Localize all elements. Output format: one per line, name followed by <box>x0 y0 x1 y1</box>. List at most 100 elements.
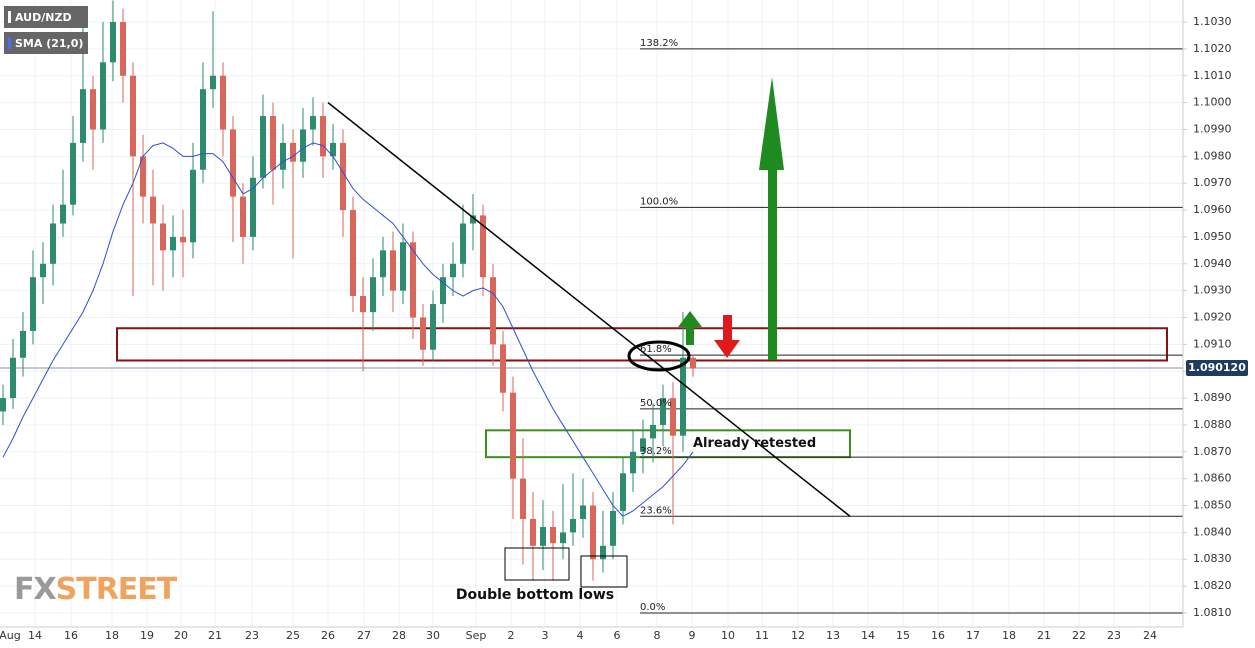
x-tick-label: 4 <box>577 629 584 642</box>
x-tick-label: 26 <box>321 629 335 642</box>
candle-body <box>120 22 126 76</box>
x-tick-label: 21 <box>208 629 222 642</box>
price-label-box <box>1186 359 1248 376</box>
candle-body <box>70 142 76 205</box>
circle-highlight <box>627 340 691 372</box>
candle-body <box>620 473 626 511</box>
watermark-part: STREET <box>56 572 178 607</box>
candle-body <box>100 62 106 130</box>
candle-body <box>190 169 196 243</box>
candle-body <box>290 142 296 162</box>
y-tick-label: 1.0860 <box>1193 472 1232 485</box>
candle-body <box>570 518 576 533</box>
candle-body <box>470 215 476 224</box>
y-tick-label: 1.0810 <box>1193 606 1232 619</box>
x-tick-label: 22 <box>1072 629 1086 642</box>
y-tick-label: 1.0920 <box>1193 311 1232 324</box>
x-tick-label: 24 <box>1143 629 1157 642</box>
candle-body <box>530 518 536 546</box>
candle-body <box>360 296 366 313</box>
y-tick-label: 1.0880 <box>1193 418 1232 431</box>
x-tick-label: 25 <box>286 629 300 642</box>
candle-body <box>80 89 86 143</box>
marks <box>0 0 1183 614</box>
candle-body <box>370 277 376 313</box>
candle-body <box>90 89 96 130</box>
y-tick-label: 1.0890 <box>1193 391 1232 404</box>
grid <box>0 0 1183 627</box>
x-tick-label: 17 <box>966 629 980 642</box>
y-tick-label: 1.0870 <box>1193 445 1232 458</box>
candle-body <box>500 344 506 393</box>
candle-body <box>400 242 406 291</box>
up-arrow <box>759 77 784 360</box>
y-tick-label: 1.1020 <box>1193 42 1232 55</box>
x-tick-label: 11 <box>755 629 769 642</box>
fib-label: 61.8% <box>640 344 672 355</box>
y-tick-label: 1.0850 <box>1193 499 1232 512</box>
candle-body <box>580 505 586 519</box>
fib-label: 0.0% <box>640 602 665 613</box>
x-tick-label: 30 <box>426 629 440 642</box>
candle-body <box>50 223 56 264</box>
candle-body <box>670 398 676 436</box>
candle-body <box>160 223 166 251</box>
x-tick-label: 23 <box>1107 629 1121 642</box>
candle-body <box>230 129 236 197</box>
y-tick-label: 1.0930 <box>1193 284 1232 297</box>
candle-body <box>0 398 6 412</box>
candle-body <box>630 451 636 474</box>
legend-label: SMA (21,0) <box>15 37 83 50</box>
price-label: 1.090120 <box>1188 361 1246 374</box>
candle-body <box>340 142 346 211</box>
candle-body <box>260 116 266 178</box>
x-tick-label: 18 <box>1002 629 1016 642</box>
candle-body <box>430 304 436 350</box>
fib-label: 23.6% <box>640 505 672 516</box>
candle-body <box>600 545 606 560</box>
legend-swatch <box>8 11 11 23</box>
y-tick-label: 1.0910 <box>1193 337 1232 350</box>
x-tick-label: 8 <box>654 629 661 642</box>
x-tick-label: 2 <box>508 629 515 642</box>
x-tick-label: 15 <box>896 629 910 642</box>
candle-body <box>180 236 186 243</box>
annotation: Double bottom lows <box>456 587 614 603</box>
x-tick-label: 21 <box>1037 629 1051 642</box>
candle-body <box>610 510 616 546</box>
x-tick-label: 20 <box>174 629 188 642</box>
candle-body <box>690 357 696 369</box>
fib-label: 138.2% <box>640 38 678 49</box>
candle-body <box>210 75 216 90</box>
candle-body <box>480 215 486 278</box>
candle-body <box>390 250 396 291</box>
fib-label: 100.0% <box>640 196 678 207</box>
x-tick-label: 27 <box>357 629 371 642</box>
candle-body <box>440 277 446 305</box>
candle-body <box>420 317 426 350</box>
candle-body <box>40 263 46 278</box>
fib-label: 38.2% <box>640 446 672 457</box>
candle-body <box>520 478 526 519</box>
x-tick-label: 28 <box>392 629 406 642</box>
y-tick-label: 1.1000 <box>1193 96 1232 109</box>
resistance-zone <box>116 327 1168 362</box>
candle-body <box>550 527 556 544</box>
watermark: FXSTREET <box>14 572 178 607</box>
x-tick-label: Aug <box>0 629 21 642</box>
zone-label: Already retested <box>693 436 816 451</box>
legend-box <box>4 32 88 54</box>
legend-box <box>4 6 88 28</box>
candle-body <box>270 116 276 170</box>
y-tick-label: 1.0950 <box>1193 230 1232 243</box>
candle-body <box>250 177 256 237</box>
x-tick-label: Sep <box>466 629 487 642</box>
x-tick-label: 12 <box>791 629 805 642</box>
legend: AUD/NZD SMA (21,0) <box>4 6 88 54</box>
candle-body <box>140 156 146 197</box>
candle-body <box>560 532 566 544</box>
candle-body <box>590 505 596 560</box>
candle-body <box>200 89 206 170</box>
candle-body <box>490 277 496 345</box>
